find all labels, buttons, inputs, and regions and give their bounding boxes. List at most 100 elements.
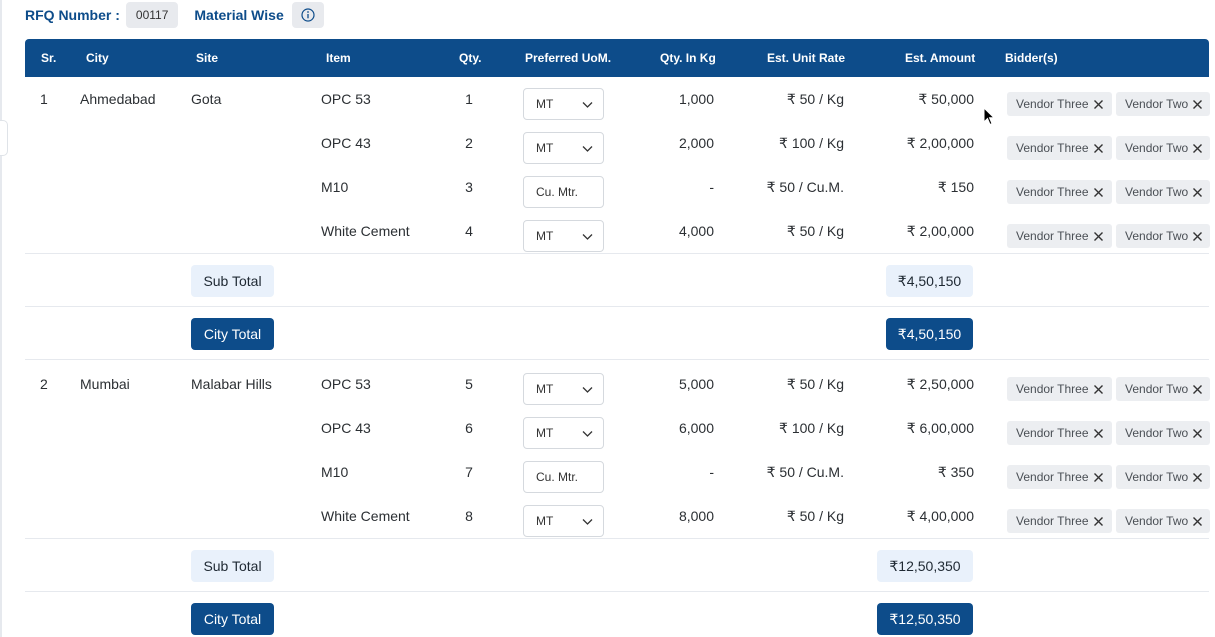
qty-in-kg: - (709, 179, 714, 195)
view-mode-label: Material Wise (194, 7, 284, 23)
info-button[interactable] (291, 2, 324, 28)
site-name: Gota (191, 91, 222, 107)
est-unit-rate: ₹ 50 / Kg (786, 508, 844, 524)
item-name: M10 (321, 179, 349, 195)
item-name: White Cement (321, 223, 410, 239)
qty-in-kg: 1,000 (678, 91, 714, 107)
est-amount: ₹ 2,50,000 (906, 376, 974, 392)
uom-input[interactable]: Cu. Mtr. (523, 461, 604, 493)
bidder-name: Vendor Two (1125, 229, 1189, 243)
uom-value: MT (536, 229, 554, 243)
bidder-chip: Vendor Two (1116, 136, 1210, 160)
uom-select[interactable]: MT (523, 505, 604, 537)
close-icon[interactable] (1093, 384, 1104, 395)
est-unit-rate: ₹ 50 / Kg (786, 376, 844, 392)
sub-total-button[interactable]: Sub Total (191, 550, 274, 582)
item-qty: 1 (465, 91, 473, 107)
close-icon[interactable] (1093, 472, 1104, 483)
bidder-chip: Vendor Three (1007, 136, 1112, 160)
close-icon[interactable] (1093, 231, 1104, 242)
close-icon[interactable] (1192, 231, 1203, 242)
bidder-chip: Vendor Three (1007, 377, 1112, 401)
close-icon[interactable] (1093, 143, 1104, 154)
city-serial: 2 (40, 376, 48, 392)
close-icon[interactable] (1192, 516, 1203, 527)
item-qty: 7 (465, 464, 473, 480)
col-city: City (86, 51, 109, 65)
close-icon[interactable] (1093, 99, 1104, 110)
est-amount: ₹ 2,00,000 (906, 135, 974, 151)
uom-select[interactable]: MT (523, 417, 604, 449)
qty-in-kg: 5,000 (678, 376, 714, 392)
bidder-chip: Vendor Three (1007, 92, 1112, 116)
est-unit-rate: ₹ 50 / Cu.M. (766, 179, 844, 195)
close-icon[interactable] (1192, 428, 1203, 439)
table-header: Sr. City Site Item Qty. Preferred UoM. Q… (25, 39, 1209, 77)
uom-select[interactable]: MT (523, 132, 604, 164)
est-amount: ₹ 50,000 (918, 91, 974, 107)
uom-value: Cu. Mtr. (536, 470, 579, 484)
bidder-name: Vendor Two (1125, 97, 1189, 111)
rfq-number-value: 00117 (125, 2, 179, 28)
bidder-name: Vendor Two (1125, 382, 1189, 396)
bidder-chip: Vendor Three (1007, 465, 1112, 489)
uom-value: MT (536, 426, 554, 440)
col-est-unit-rate: Est. Unit Rate (767, 51, 846, 65)
close-icon[interactable] (1192, 472, 1203, 483)
bidder-chip: Vendor Two (1116, 92, 1210, 116)
est-amount: ₹ 350 (937, 464, 974, 480)
est-amount: ₹ 150 (937, 179, 974, 195)
bidder-chip: Vendor Three (1007, 180, 1112, 204)
col-item: Item (326, 51, 351, 65)
item-qty: 2 (465, 135, 473, 151)
bidder-chip: Vendor Three (1007, 224, 1112, 248)
uom-input[interactable]: Cu. Mtr. (523, 176, 604, 208)
bidder-chip: Vendor Three (1007, 509, 1112, 533)
close-icon[interactable] (1093, 428, 1104, 439)
uom-select[interactable]: MT (523, 88, 604, 120)
city-total-button[interactable]: City Total (191, 318, 274, 350)
bidder-name: Vendor Three (1016, 514, 1089, 528)
rfq-number-label: RFQ Number : (25, 7, 120, 23)
close-icon[interactable] (1192, 99, 1203, 110)
chevron-down-icon (581, 98, 594, 111)
bidder-name: Vendor Three (1016, 97, 1089, 111)
col-est-amount: Est. Amount (905, 51, 976, 65)
bidder-chip: Vendor Two (1116, 180, 1210, 204)
left-edge-border (0, 0, 2, 637)
bidder-name: Vendor Three (1016, 470, 1089, 484)
sub-total-button[interactable]: Sub Total (191, 265, 274, 297)
city-total-button[interactable]: City Total (191, 603, 274, 635)
col-site: Site (196, 51, 219, 65)
uom-value: MT (536, 97, 554, 111)
close-icon[interactable] (1192, 187, 1203, 198)
sub-total-amount: ₹4,50,150 (886, 265, 973, 297)
close-icon[interactable] (1093, 187, 1104, 198)
chevron-down-icon (581, 515, 594, 528)
est-unit-rate: ₹ 50 / Kg (786, 223, 844, 239)
uom-select[interactable]: MT (523, 220, 604, 252)
close-icon[interactable] (1192, 384, 1203, 395)
bidder-name: Vendor Three (1016, 382, 1089, 396)
chevron-down-icon (581, 383, 594, 396)
close-icon[interactable] (1093, 516, 1104, 527)
row-divider (25, 359, 1209, 360)
bidder-name: Vendor Two (1125, 470, 1189, 484)
est-amount: ₹ 2,00,000 (906, 223, 974, 239)
est-unit-rate: ₹ 100 / Kg (779, 420, 844, 436)
item-name: OPC 53 (321, 91, 371, 107)
bidder-chip: Vendor Two (1116, 509, 1210, 533)
bidder-name: Vendor Two (1125, 185, 1189, 199)
item-qty: 5 (465, 376, 473, 392)
qty-in-kg: 6,000 (678, 420, 714, 436)
row-divider (25, 253, 1209, 254)
col-qty: Qty. (459, 51, 482, 65)
city-total-amount: ₹4,50,150 (886, 318, 973, 350)
bidder-chip: Vendor Two (1116, 465, 1210, 489)
side-panel-toggle[interactable] (0, 120, 8, 156)
bidder-chip: Vendor Two (1116, 224, 1210, 248)
close-icon[interactable] (1192, 143, 1203, 154)
info-circle-icon (301, 8, 315, 22)
uom-select[interactable]: MT (523, 373, 604, 405)
est-amount: ₹ 4,00,000 (906, 508, 974, 524)
